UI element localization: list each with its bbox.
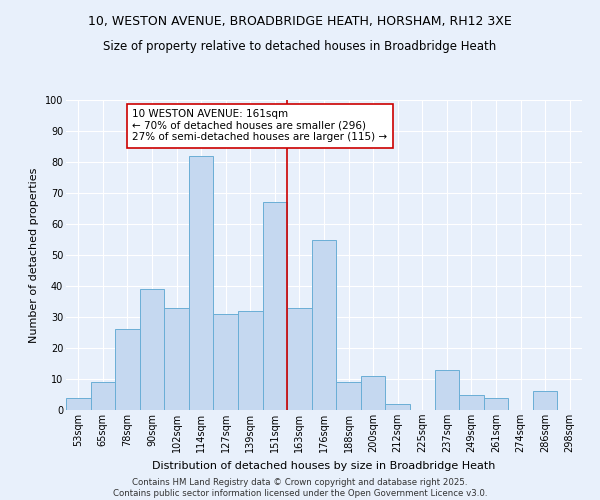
Bar (164, 308, 189, 410)
Text: 10, WESTON AVENUE, BROADBRIDGE HEATH, HORSHAM, RH12 3XE: 10, WESTON AVENUE, BROADBRIDGE HEATH, HO… (88, 15, 512, 28)
Bar (533, 392, 557, 410)
Bar (385, 404, 410, 410)
Bar (66, 398, 91, 410)
Bar (263, 202, 287, 410)
Bar (336, 382, 361, 410)
Bar (189, 156, 214, 410)
Text: 10 WESTON AVENUE: 161sqm
← 70% of detached houses are smaller (296)
27% of semi-: 10 WESTON AVENUE: 161sqm ← 70% of detach… (133, 110, 388, 142)
Text: Size of property relative to detached houses in Broadbridge Heath: Size of property relative to detached ho… (103, 40, 497, 53)
Bar (459, 394, 484, 410)
Bar (214, 314, 238, 410)
Bar (287, 308, 312, 410)
Bar (140, 289, 164, 410)
Y-axis label: Number of detached properties: Number of detached properties (29, 168, 39, 342)
Bar (361, 376, 385, 410)
Bar (115, 330, 140, 410)
Bar (434, 370, 459, 410)
Bar (312, 240, 336, 410)
Bar (238, 311, 263, 410)
Bar (91, 382, 115, 410)
X-axis label: Distribution of detached houses by size in Broadbridge Heath: Distribution of detached houses by size … (152, 460, 496, 470)
Text: Contains HM Land Registry data © Crown copyright and database right 2025.
Contai: Contains HM Land Registry data © Crown c… (113, 478, 487, 498)
Bar (484, 398, 508, 410)
